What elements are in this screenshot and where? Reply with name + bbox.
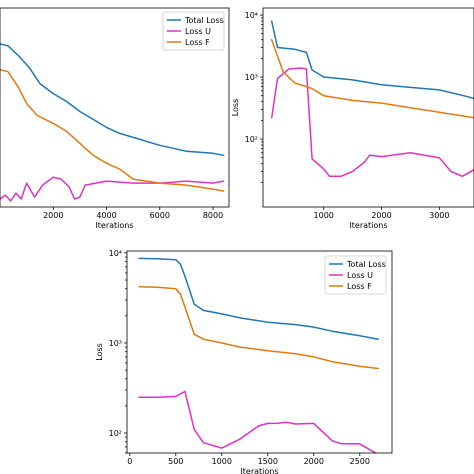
- axes-frame: [262, 7, 474, 208]
- x-tick-label: 4000: [96, 211, 116, 220]
- legend-entry: Total Loss: [346, 260, 386, 269]
- x-axis-label: Iterations: [95, 221, 133, 230]
- chart-2: 1000 2000 3000 Iterations 10² 10³ 10⁴ Loss: [231, 7, 474, 230]
- chart-1: 2000 4000 6000 8000 Iterations Total Loss Loss…: [0, 7, 230, 230]
- series-line-total-loss: [0, 43, 225, 157]
- series-line-total-loss: [270, 20, 474, 100]
- x-tick-label: 1000: [212, 457, 232, 466]
- series-group: [270, 20, 474, 178]
- x-tick-label: 6000: [150, 211, 170, 220]
- x-tick-label: 2000: [304, 457, 324, 466]
- x-tick-label: 8000: [203, 211, 223, 220]
- series-line-loss-u: [0, 176, 225, 202]
- legend-box: [324, 255, 387, 295]
- y-tick-label: 10³: [109, 339, 122, 348]
- series-line-loss-f: [0, 68, 225, 192]
- legend-entry: Loss U: [185, 27, 211, 36]
- series-line-loss-f: [270, 38, 474, 119]
- chart-3: 0 500 1000 1500 2000 2500 Iterations 10² 10³ 10⁴ L…: [95, 249, 393, 474]
- x-tick-label: 2000: [43, 211, 63, 220]
- legend: Total Loss Loss U Loss F: [162, 11, 225, 51]
- axes-frame: [0, 7, 230, 208]
- legend-box: [162, 11, 225, 51]
- y-tick-label: 10⁴: [109, 249, 122, 258]
- legend-entry: Loss F: [185, 38, 210, 47]
- legend-entry: Loss U: [347, 271, 373, 280]
- x-tick-label: 3000: [429, 211, 449, 220]
- y-tick-label: 10⁴: [245, 11, 258, 20]
- y-tick-label: 10²: [245, 135, 258, 144]
- series-line-loss-u: [270, 67, 474, 178]
- x-tick-label: 1500: [258, 457, 278, 466]
- x-tick-label: 2000: [371, 211, 391, 220]
- y-axis-label: Loss: [231, 99, 240, 117]
- series-group: [0, 43, 225, 202]
- series-line-loss-u: [138, 390, 378, 453]
- x-tick-label: 500: [168, 457, 183, 466]
- series-group: [138, 257, 379, 453]
- x-tick-label: 2500: [350, 457, 370, 466]
- legend-entry: Loss F: [347, 282, 372, 291]
- y-tick-label: 10²: [109, 429, 122, 438]
- y-tick-label: 10³: [245, 73, 258, 82]
- x-axis-label: Iterations: [240, 467, 278, 474]
- x-tick-label: 0: [127, 457, 132, 466]
- x-axis-label: Iterations: [349, 221, 387, 230]
- series-line-loss-f: [138, 286, 379, 370]
- y-axis-label: Loss: [95, 343, 104, 361]
- x-tick-label: 1000: [314, 211, 334, 220]
- legend: Total Loss Loss U Loss F: [324, 255, 387, 295]
- legend-entry: Total Loss: [184, 16, 224, 25]
- series-line-total-loss: [138, 257, 379, 340]
